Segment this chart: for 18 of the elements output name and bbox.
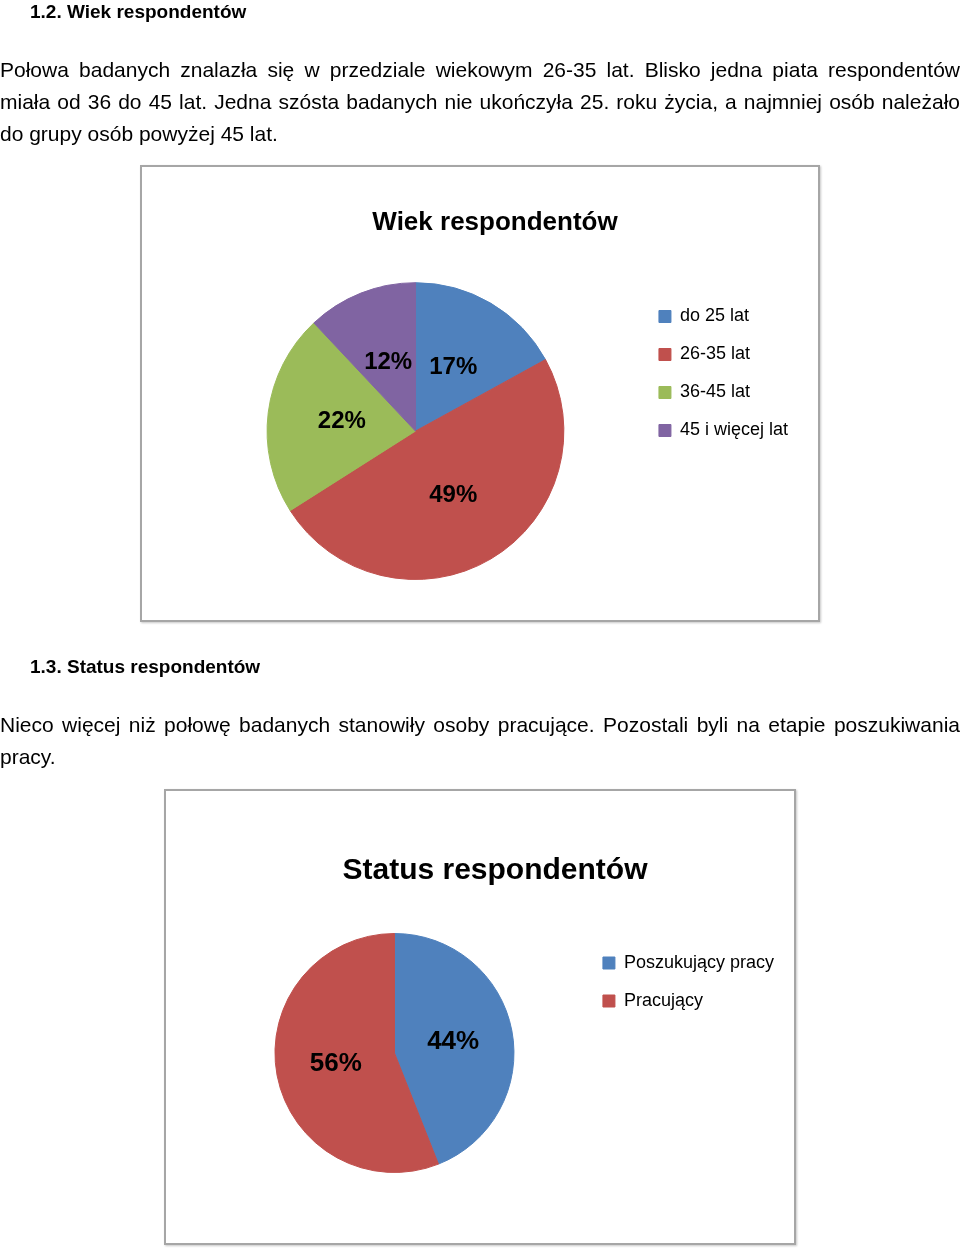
legend-label: do 25 lat (679, 305, 750, 326)
text: Nieco więcej niż połowę badanych stanowiły osoby pracujące. Pozostali byli na etapie poszukiwania pracy. (0, 712, 960, 770)
chart-title: Status respondentów (342, 852, 649, 886)
data-label: 49% (429, 479, 478, 507)
text: 1.2. Wiek respondentów (30, 0, 247, 24)
legend-label: 26-35 lat (679, 343, 751, 364)
legend-label: 45 i więcej lat (679, 419, 789, 440)
chart-title: Wiek respondentów (372, 205, 619, 236)
data-label: 22% (317, 406, 366, 434)
legend-label: Poszukujący pracy (623, 951, 775, 972)
data-label: 44% (427, 1024, 480, 1055)
data-label: 12% (364, 346, 413, 374)
legend-label: Pracujący (623, 989, 703, 1010)
data-label: 17% (429, 351, 478, 379)
legend-label: 36-45 lat (679, 381, 751, 402)
data-label: 56% (309, 1047, 362, 1078)
text: Połowa badanych znalazła się w przedziale wiekowym 26-35 lat. Blisko jedna piata respondentów miała od 36 do 45 lat. Jedna szósta badanych nie ukończyła 25. roku życia, a najmniej osób należało do grupy osób powyżej 45 lat. (0, 57, 960, 147)
text: 1.3. Status respondentów (30, 655, 261, 679)
